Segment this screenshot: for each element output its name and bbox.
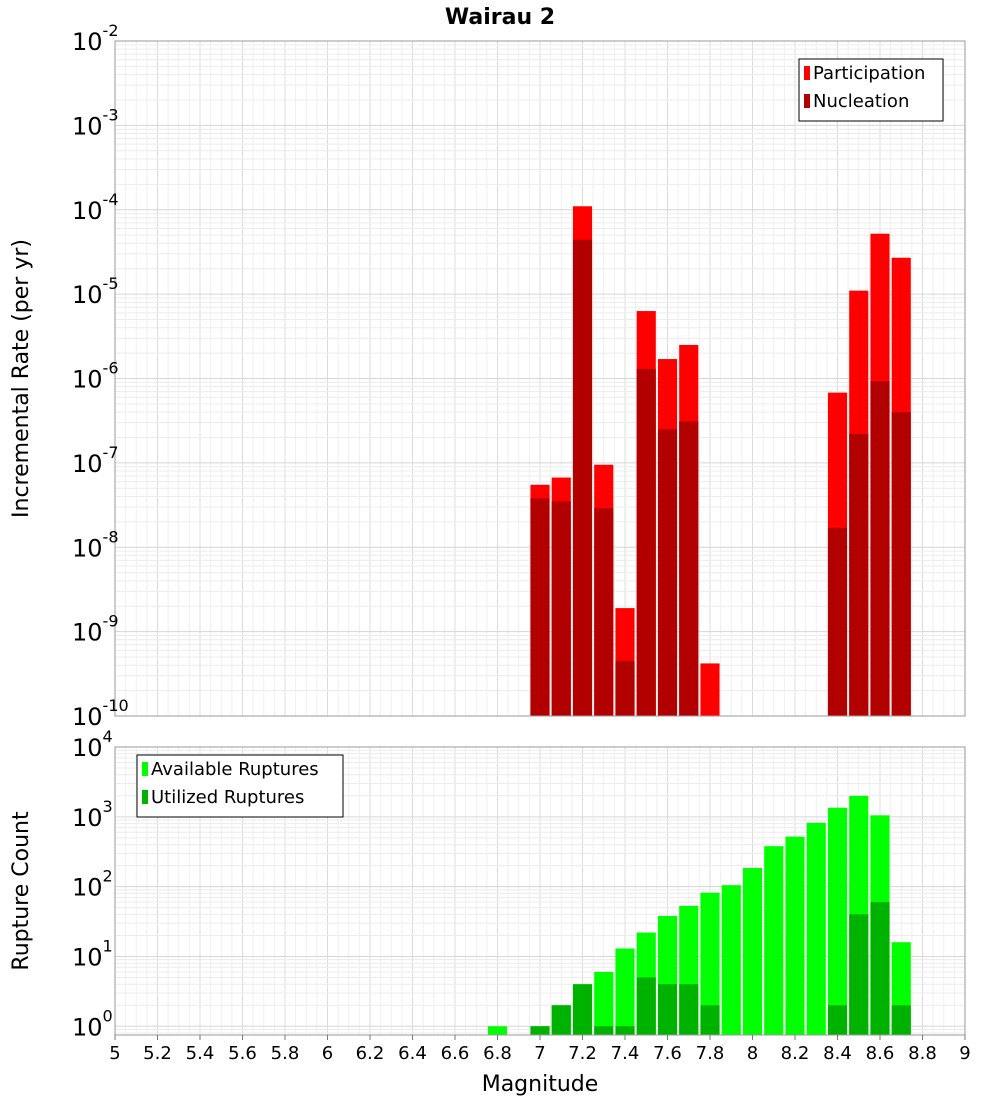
bottom-bar-utilized-ruptures-8.5 xyxy=(849,914,869,1035)
bottom-y-axis-label: Rupture Count xyxy=(9,811,34,971)
top-bar-nucleation-7.4 xyxy=(615,660,635,716)
bottom-bar-available-ruptures-7.3 xyxy=(594,971,614,1035)
bottom-bar-utilized-ruptures-7 xyxy=(530,1026,550,1035)
bottom-bar-available-ruptures-7.4 xyxy=(615,948,635,1035)
top-y-tick-label: 10-9 xyxy=(72,612,119,647)
top-panel: 10-2 10-3 10-4 10-5 10-6 10-7 10-8 10-9 10-10 Inc… xyxy=(9,21,966,731)
top-legend-label: Nucleation xyxy=(813,91,909,112)
x-tick-label: 5.6 xyxy=(228,1043,257,1064)
x-axis: 5 5.2 5.4 5.6 5.8 6 6.2 6.4 6.6 6.8 7 7.2 7.4 7.6 7.8 8… xyxy=(109,1035,971,1097)
top-bar-nucleation-7.5 xyxy=(636,368,656,716)
top-bar-nucleation-8.7 xyxy=(891,412,911,716)
x-axis-label: Magnitude xyxy=(482,1072,599,1097)
x-tick-label: 6.8 xyxy=(483,1043,512,1064)
x-tick-label: 8.6 xyxy=(866,1043,895,1064)
top-legend-swatch-participation xyxy=(804,66,810,80)
bottom-bar-utilized-ruptures-8.4 xyxy=(827,1005,848,1035)
top-bar-participation-7.8 xyxy=(700,663,720,716)
chart-title: Wairau 2 xyxy=(445,5,555,30)
top-y-tick-label: 10-6 xyxy=(72,359,119,394)
bottom-legend: Available Ruptures Utilized Ruptures xyxy=(136,754,344,818)
bottom-bar-available-ruptures-8.2 xyxy=(785,836,805,1035)
bottom-y-tick-label: 100 xyxy=(72,1006,113,1041)
x-tick-label: 5.4 xyxy=(186,1043,215,1064)
top-y-tick-label: 10-8 xyxy=(72,527,119,562)
bottom-bar-utilized-ruptures-8.6 xyxy=(870,902,890,1035)
x-tick-label: 9 xyxy=(959,1043,970,1064)
x-tick-label: 5.2 xyxy=(143,1043,172,1064)
top-y-tick-label: 10-7 xyxy=(72,443,119,478)
bottom-bar-utilized-ruptures-7.4 xyxy=(615,1026,635,1035)
top-legend: Participation Nucleation xyxy=(798,58,944,122)
top-bar-nucleation-7.6 xyxy=(657,429,678,716)
top-y-tick-label: 10-4 xyxy=(72,190,119,225)
top-y-tick-label: 10-10 xyxy=(72,696,129,731)
top-bar-nucleation-7.1 xyxy=(551,501,571,716)
top-bar-nucleation-7.2 xyxy=(572,239,593,716)
bottom-legend-swatch-available-ruptures xyxy=(142,762,148,776)
bottom-y-tick-label: 102 xyxy=(72,867,113,902)
top-y-tick-label: 10-3 xyxy=(72,105,119,140)
bottom-bar-utilized-ruptures-7.8 xyxy=(700,1005,720,1035)
bottom-bar-available-ruptures-8.3 xyxy=(806,822,826,1035)
bottom-panel: 104 103 102 101 100 Rupture Count Available Ru… xyxy=(9,727,966,1041)
bottom-bar-utilized-ruptures-7.6 xyxy=(657,984,678,1035)
bottom-legend-label: Utilized Ruptures xyxy=(151,787,304,808)
bottom-legend-swatch-utilized-ruptures xyxy=(142,790,148,804)
top-legend-label: Participation xyxy=(813,63,925,84)
top-bar-nucleation-8.5 xyxy=(849,433,869,716)
x-tick-label: 8.2 xyxy=(781,1043,810,1064)
bottom-bar-utilized-ruptures-8.7 xyxy=(891,1005,911,1035)
bottom-bar-available-ruptures-7.8 xyxy=(700,892,720,1035)
bottom-bar-available-ruptures-8.1 xyxy=(764,846,784,1035)
bottom-bar-utilized-ruptures-7.2 xyxy=(572,984,593,1035)
top-legend-swatch-nucleation xyxy=(804,94,810,108)
x-tick-label: 8 xyxy=(747,1043,758,1064)
bottom-y-tick-label: 103 xyxy=(72,797,113,832)
top-grid xyxy=(114,40,966,717)
x-tick-label: 6.6 xyxy=(441,1043,470,1064)
bottom-bar-utilized-ruptures-7.7 xyxy=(679,984,699,1035)
x-tick-label: 8.4 xyxy=(823,1043,852,1064)
bottom-bar-utilized-ruptures-7.3 xyxy=(594,1026,614,1035)
x-tick-label: 7.4 xyxy=(611,1043,640,1064)
bottom-bar-available-ruptures-6.8 xyxy=(487,1026,508,1035)
x-tick-label: 7 xyxy=(534,1043,545,1064)
bottom-y-tick-label: 101 xyxy=(72,936,113,971)
bottom-bar-utilized-ruptures-7.5 xyxy=(636,977,656,1035)
top-y-tick-label: 10-5 xyxy=(72,274,119,309)
x-tick-label: 6.4 xyxy=(398,1043,427,1064)
bottom-y-ticks: 104 103 102 101 100 xyxy=(72,727,113,1041)
x-tick-label: 6.2 xyxy=(356,1043,385,1064)
bottom-bar-utilized-ruptures-7.1 xyxy=(551,1005,571,1035)
top-bar-nucleation-7.7 xyxy=(679,421,699,716)
top-y-ticks: 10-2 10-3 10-4 10-5 10-6 10-7 10-8 10-9 10-10 xyxy=(72,21,129,731)
top-y-tick-label: 10-2 xyxy=(72,21,119,56)
bottom-bar-available-ruptures-8.4 xyxy=(827,807,848,1035)
top-bars xyxy=(530,206,911,716)
top-bar-nucleation-7.3 xyxy=(594,508,614,716)
x-tick-label: 6 xyxy=(322,1043,333,1064)
x-tick-label: 7.8 xyxy=(696,1043,725,1064)
x-tick-label: 7.6 xyxy=(653,1043,682,1064)
top-bar-nucleation-8.4 xyxy=(827,527,848,716)
bottom-bars xyxy=(487,795,911,1035)
bottom-bar-available-ruptures-7.9 xyxy=(721,885,741,1035)
bottom-bar-available-ruptures-8 xyxy=(742,867,763,1035)
top-bar-nucleation-7 xyxy=(530,498,550,716)
x-tick-label: 7.2 xyxy=(568,1043,597,1064)
top-y-axis-label: Incremental Rate (per yr) xyxy=(9,239,34,518)
x-tick-label: 5.8 xyxy=(271,1043,300,1064)
x-tick-label: 8.8 xyxy=(908,1043,937,1064)
bottom-y-tick-label: 104 xyxy=(72,727,113,762)
x-tick-label: 5 xyxy=(109,1043,120,1064)
bottom-legend-label: Available Ruptures xyxy=(151,759,319,780)
top-bar-nucleation-8.6 xyxy=(870,381,890,716)
